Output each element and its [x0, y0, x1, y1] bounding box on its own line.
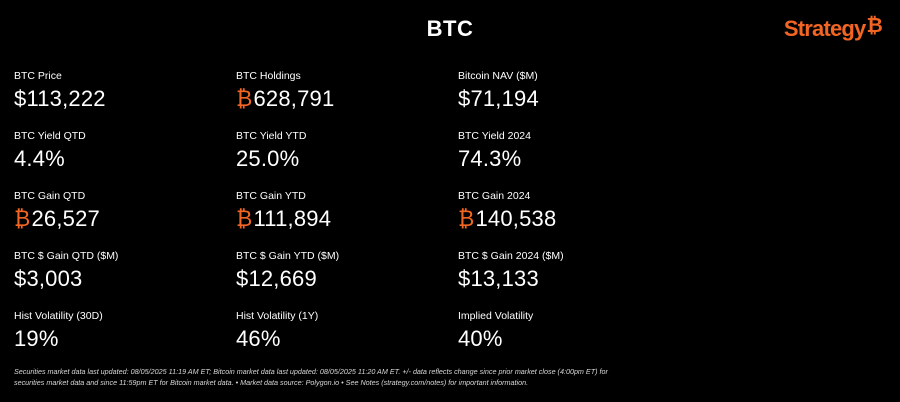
metric-number: 3,003 [26, 266, 83, 291]
bitcoin-logo-icon: ₿ [866, 15, 883, 37]
metric-value: ₿140,538 [458, 206, 668, 232]
metric-value: $3,003 [14, 266, 224, 292]
metric-label: BTC Gain YTD [236, 190, 306, 202]
metric-btc-yield-qtd: BTC Yield QTD 4.4% [14, 130, 224, 180]
metric-number: 13,133 [470, 266, 539, 291]
currency-symbol: $ [14, 266, 27, 291]
bitcoin-symbol-icon: ₿ [14, 206, 31, 231]
metric-number: 628,791 [253, 86, 335, 111]
metric-value: 25.0% [236, 146, 446, 172]
metric-number: 12,669 [248, 266, 317, 291]
metric-label: BTC Holdings [236, 70, 301, 82]
metric-label: BTC Yield QTD [14, 130, 86, 142]
metric-value: ₿111,894 [236, 206, 446, 232]
metric-number: 25.0% [236, 146, 300, 171]
metric-hist-volatility-30d: Hist Volatility (30D) 19% [14, 310, 224, 360]
metric-label: Bitcoin NAV ($M) [458, 70, 538, 82]
bitcoin-symbol-icon: ₿ [236, 206, 253, 231]
strategy-logo[interactable]: Strategy₿ [783, 15, 883, 42]
metric-number: 111,894 [253, 206, 332, 231]
metric-btc-holdings: BTC Holdings ₿628,791 [236, 70, 446, 120]
currency-symbol: $ [236, 266, 249, 291]
metric-btc-yield-2024: BTC Yield 2024 74.3% [458, 130, 668, 180]
metric-value: $12,669 [236, 266, 446, 292]
metric-value: 40% [458, 326, 668, 352]
metric-number: 140,538 [475, 206, 557, 231]
currency-symbol: $ [458, 86, 471, 111]
metric-bitcoin-nav: Bitcoin NAV ($M) $71,194 [458, 70, 668, 120]
metric-btc-dollar-gain-2024: BTC $ Gain 2024 ($M) $13,133 [458, 250, 668, 300]
metric-label: Hist Volatility (30D) [14, 310, 103, 322]
metric-btc-yield-ytd: BTC Yield YTD 25.0% [236, 130, 446, 180]
footnote-line-2: securities market data and since 11:59pm… [14, 378, 529, 387]
metric-btc-dollar-gain-qtd: BTC $ Gain QTD ($M) $3,003 [14, 250, 224, 300]
metric-label: BTC Gain QTD [14, 190, 86, 202]
metric-label: BTC Gain 2024 [458, 190, 531, 202]
metric-label: Hist Volatility (1Y) [236, 310, 319, 322]
metric-btc-gain-2024: BTC Gain 2024 ₿140,538 [458, 190, 668, 240]
disclaimer-footnote: Securities market data last updated: 08/… [14, 366, 654, 388]
brand-text: Strategy [783, 16, 866, 41]
metric-value: 46% [236, 326, 446, 352]
metric-value: $13,133 [458, 266, 668, 292]
metric-value: 4.4% [14, 146, 224, 172]
currency-symbol: $ [458, 266, 471, 291]
bitcoin-symbol-icon: ₿ [236, 86, 253, 111]
metric-number: 26,527 [31, 206, 100, 231]
metric-value: 19% [14, 326, 224, 352]
metric-btc-gain-ytd: BTC Gain YTD ₿111,894 [236, 190, 446, 240]
metric-number: 19% [14, 326, 59, 351]
metric-number: 113,222 [26, 86, 106, 111]
metric-btc-dollar-gain-ytd: BTC $ Gain YTD ($M) $12,669 [236, 250, 446, 300]
metric-btc-gain-qtd: BTC Gain QTD ₿26,527 [14, 190, 224, 240]
bitcoin-symbol-icon: ₿ [458, 206, 475, 231]
metric-label: BTC $ Gain QTD ($M) [14, 250, 119, 262]
page-title: BTC [426, 16, 474, 41]
metric-label: Implied Volatility [458, 310, 534, 322]
metric-value: 74.3% [458, 146, 668, 172]
metric-number: 46% [236, 326, 281, 351]
metric-hist-volatility-1y: Hist Volatility (1Y) 46% [236, 310, 446, 360]
footnote-line-1: Securities market data last updated: 08/… [14, 367, 608, 376]
metric-value: ₿26,527 [14, 206, 224, 232]
metric-implied-volatility: Implied Volatility 40% [458, 310, 668, 360]
metric-label: BTC $ Gain YTD ($M) [236, 250, 340, 262]
metric-value: ₿628,791 [236, 86, 446, 112]
metric-label: BTC Yield 2024 [458, 130, 531, 142]
metric-number: 71,194 [470, 86, 539, 111]
metric-number: 74.3% [458, 146, 522, 171]
currency-symbol: $ [14, 86, 27, 111]
metric-label: BTC $ Gain 2024 ($M) [458, 250, 564, 262]
metric-label: BTC Yield YTD [236, 130, 307, 142]
metric-value: $71,194 [458, 86, 668, 112]
metric-btc-price: BTC Price $113,222 [14, 70, 224, 120]
metric-number: 4.4% [14, 146, 65, 171]
metric-number: 40% [458, 326, 503, 351]
metric-value: $113,222 [14, 86, 224, 112]
metric-label: BTC Price [14, 70, 62, 82]
